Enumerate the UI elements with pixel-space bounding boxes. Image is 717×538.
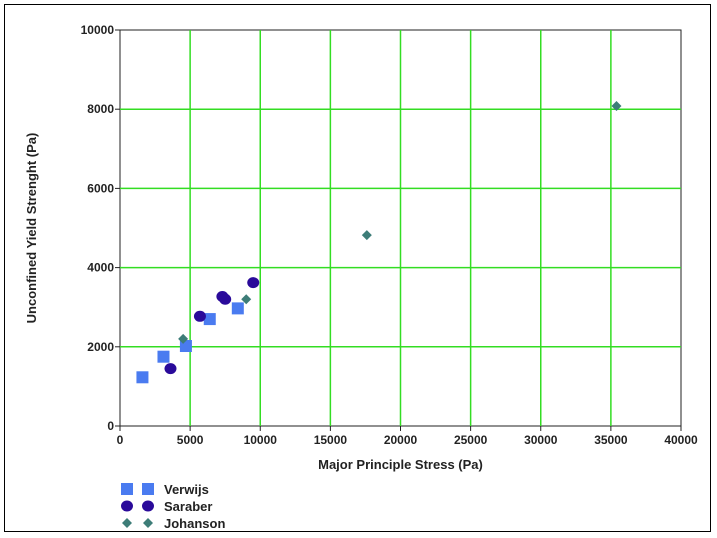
y-tick-label: 4000	[87, 261, 114, 275]
data-point-verwijs	[157, 350, 170, 363]
legend-marker-verwijs	[142, 483, 154, 495]
legend-label-johanson: Johanson	[164, 516, 225, 531]
y-tick-label: 0	[107, 419, 114, 433]
legend-marker-saraber	[142, 500, 154, 512]
x-tick-label: 35000	[594, 433, 628, 447]
y-tick-label: 6000	[87, 181, 114, 195]
x-tick-label: 25000	[454, 433, 488, 447]
data-point-johanson	[361, 230, 372, 241]
data-point-saraber	[193, 310, 206, 322]
data-point-verwijs	[231, 302, 244, 315]
legend-label-verwijs: Verwijs	[164, 482, 209, 497]
data-point-saraber	[247, 277, 260, 289]
data-point-verwijs	[136, 371, 149, 384]
x-tick-labels: 0 5000 10000 15000 20000 25000 30000 35000 40000	[117, 433, 698, 447]
grid-lines	[120, 30, 681, 426]
legend-label-saraber: Saraber	[164, 499, 212, 514]
x-axis-title: Major Principle Stress (Pa)	[318, 457, 483, 472]
data-point-verwijs	[203, 313, 216, 326]
data-point-johanson	[611, 101, 622, 112]
data-point-saraber	[219, 293, 232, 305]
axes	[115, 29, 682, 431]
data-point-johanson	[241, 294, 252, 305]
x-tick-label: 0	[117, 433, 124, 447]
y-tick-label: 10000	[81, 23, 115, 37]
y-tick-labels: 0 2000 4000 6000 8000 10000	[81, 23, 115, 433]
x-tick-label: 10000	[244, 433, 278, 447]
x-tick-label: 15000	[314, 433, 348, 447]
data-point-johanson	[178, 333, 189, 344]
legend-marker-johanson	[122, 518, 132, 528]
y-axis-title: Unconfined Yield Strenght (Pa)	[24, 133, 39, 324]
x-tick-label: 40000	[664, 433, 698, 447]
x-tick-label: 20000	[384, 433, 418, 447]
data-points	[136, 101, 622, 384]
y-tick-label: 8000	[87, 102, 114, 116]
y-tick-label: 2000	[87, 340, 114, 354]
x-tick-label: 30000	[524, 433, 558, 447]
legend-marker-verwijs	[121, 483, 133, 495]
legend: Verwijs Saraber Johanson	[121, 482, 225, 531]
x-tick-label: 5000	[177, 433, 204, 447]
legend-marker-johanson	[143, 518, 153, 528]
legend-marker-saraber	[121, 500, 133, 512]
data-point-saraber	[164, 363, 177, 375]
